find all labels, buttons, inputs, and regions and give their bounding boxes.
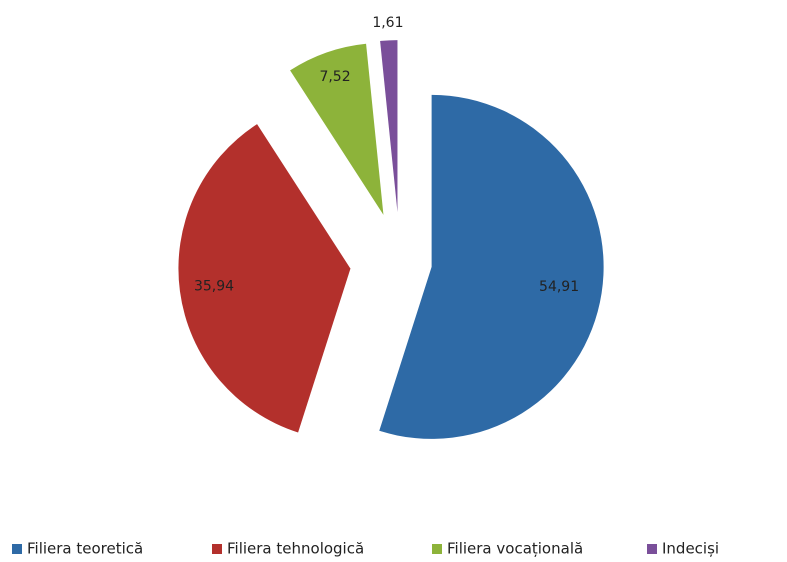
legend-swatch (432, 544, 442, 554)
legend-label: Filiera teoretică (27, 540, 143, 558)
legend-label: Filiera tehnologică (227, 540, 364, 558)
data-label: 35,94 (194, 279, 234, 295)
pie-slice (178, 124, 351, 433)
pie-slice (379, 94, 604, 439)
legend-label: Indeciși (662, 540, 719, 558)
legend-swatch (12, 544, 22, 554)
legend-swatch (647, 544, 657, 554)
pie-slice (380, 40, 398, 213)
legend-swatch (212, 544, 222, 554)
data-label: 1,61 (372, 15, 403, 31)
legend-label: Filiera vocațională (447, 540, 583, 558)
pie-slice (290, 43, 384, 215)
data-label: 7,52 (319, 69, 350, 85)
data-label: 54,91 (539, 279, 579, 295)
